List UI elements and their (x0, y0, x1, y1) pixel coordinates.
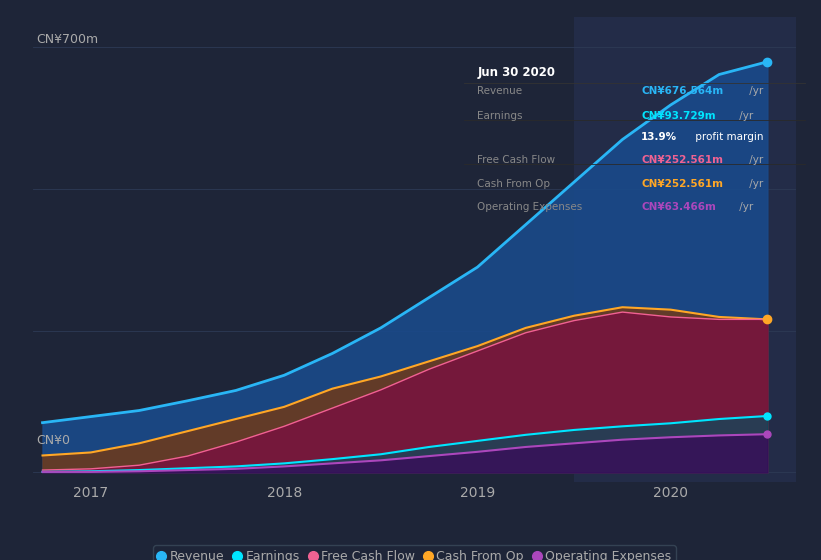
Bar (574, 17, 796, 482)
Text: /yr: /yr (736, 202, 754, 212)
Text: /yr: /yr (746, 86, 764, 96)
Text: profit margin: profit margin (692, 132, 764, 142)
Text: /yr: /yr (746, 179, 764, 189)
Text: CN¥700m: CN¥700m (37, 33, 99, 46)
Text: Free Cash Flow: Free Cash Flow (478, 155, 556, 165)
Text: CN¥252.561m: CN¥252.561m (641, 155, 723, 165)
Text: CN¥0: CN¥0 (37, 434, 71, 447)
Text: /yr: /yr (736, 111, 754, 122)
Text: Jun 30 2020: Jun 30 2020 (478, 66, 556, 79)
Text: CN¥252.561m: CN¥252.561m (641, 179, 723, 189)
Text: Cash From Op: Cash From Op (478, 179, 551, 189)
Text: Operating Expenses: Operating Expenses (478, 202, 583, 212)
Text: Earnings: Earnings (478, 111, 523, 122)
Text: Revenue: Revenue (478, 86, 523, 96)
Text: /yr: /yr (746, 155, 764, 165)
Text: 13.9%: 13.9% (641, 132, 677, 142)
Text: CN¥676.564m: CN¥676.564m (641, 86, 723, 96)
Text: CN¥63.466m: CN¥63.466m (641, 202, 716, 212)
Legend: Revenue, Earnings, Free Cash Flow, Cash From Op, Operating Expenses: Revenue, Earnings, Free Cash Flow, Cash … (154, 545, 676, 560)
Text: CN¥93.729m: CN¥93.729m (641, 111, 716, 122)
